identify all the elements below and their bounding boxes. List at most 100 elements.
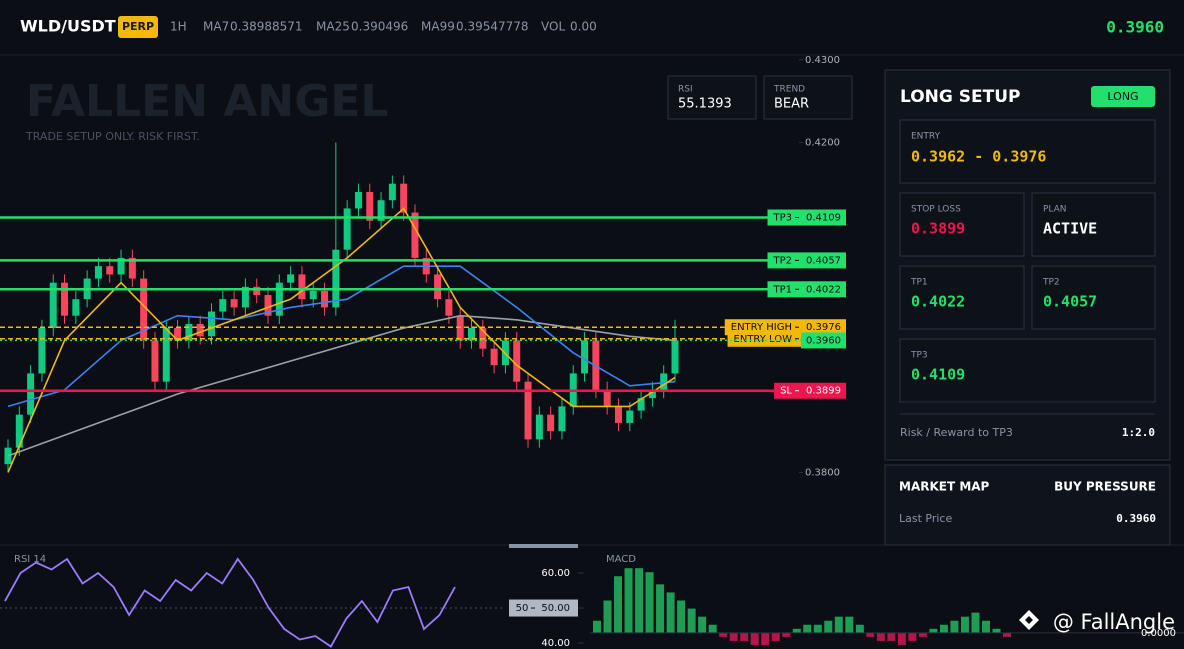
candle-body: [15, 414, 23, 448]
candle-body: [648, 389, 656, 399]
macd-bar: [845, 616, 854, 633]
brand-icon: [1019, 610, 1039, 630]
candle-body: [468, 328, 476, 341]
candle-body: [27, 373, 35, 415]
indicator-value: 0.39547778: [456, 20, 529, 34]
candle-body: [196, 323, 204, 337]
indicator-name: MA99: [421, 20, 455, 34]
badge-bg: [118, 16, 158, 38]
macd-bar: [908, 632, 917, 641]
macd-bar: [1003, 632, 1011, 637]
candle-body: [140, 278, 148, 341]
macd-bar: [929, 628, 938, 633]
macd-bar: [876, 632, 885, 641]
macd-bar: [992, 628, 1001, 633]
macd-bar: [981, 620, 990, 633]
market-label: Last Price: [899, 512, 952, 525]
macd-bar: [603, 600, 612, 633]
candle-body: [558, 406, 566, 432]
candle-body: [4, 447, 12, 465]
candle-body: [671, 340, 679, 374]
moving-average: [7, 314, 676, 457]
candle-body: [637, 398, 645, 411]
candle-body: [185, 323, 193, 341]
panel-title: LONG SETUP: [900, 87, 1021, 107]
watermark: @ FallAngle: [1053, 610, 1175, 634]
card: [899, 265, 1025, 330]
candle-body: [603, 389, 611, 407]
card: [1031, 192, 1156, 257]
macd-bar: [792, 628, 801, 633]
candle-body: [162, 328, 170, 382]
candle-body: [535, 414, 543, 440]
candle-body: [434, 274, 442, 300]
candle-body: [388, 183, 396, 201]
reference-box: [509, 599, 578, 617]
interval[interactable]: 1H: [170, 20, 187, 34]
macd-bar: [782, 632, 791, 637]
macd-bar: [803, 624, 812, 633]
stat-value: BEAR: [774, 97, 809, 112]
candle-body: [354, 191, 362, 209]
candle-body: [253, 286, 261, 296]
candle-body: [660, 373, 668, 390]
card-label: PLAN: [1043, 205, 1067, 215]
rr-value: 1:2.0: [1122, 426, 1155, 439]
card: [899, 338, 1156, 403]
macd-bar: [698, 616, 707, 633]
reference-label: 50: [516, 603, 529, 614]
macd-bar: [729, 632, 738, 641]
direction[interactable]: LONG: [1107, 90, 1138, 103]
last-price: 0.3960: [1106, 18, 1164, 37]
card-value: 0.4057: [1043, 293, 1097, 311]
card-label: TP1: [910, 278, 928, 288]
macd-bar: [950, 620, 959, 633]
candle-body: [275, 282, 283, 316]
candle-body: [366, 191, 374, 221]
candle-body: [264, 295, 272, 316]
indicator-value: 0.00: [570, 20, 597, 34]
macd-bar: [750, 632, 759, 645]
pane-title: MACD: [606, 554, 636, 565]
y-tick-label: 0.3800: [805, 467, 840, 478]
candle-body: [61, 282, 69, 316]
card-label: ENTRY: [911, 132, 941, 142]
macd-bar: [824, 620, 833, 633]
plot-layer: 0.4300 0.4200 0.3800 0.4109 TP3 0.4057 TP2 0.40…: [0, 56, 1184, 649]
stat-label: TREND: [773, 85, 805, 95]
y-tick-label: 50.00: [541, 603, 570, 614]
candle-body: [524, 381, 532, 440]
macd-bar: [761, 632, 770, 645]
card: [1031, 265, 1156, 330]
macd-bar: [708, 624, 717, 633]
card-value: 0.3962 - 0.3976: [911, 148, 1046, 166]
direction-button[interactable]: [1091, 86, 1155, 107]
indicator-value: 0.38988571: [230, 20, 303, 34]
badge: PERP: [122, 20, 154, 33]
macd-bar: [687, 608, 696, 633]
candle-body: [298, 274, 306, 300]
level-name: TP2: [772, 255, 792, 266]
card-value: 0.4109: [911, 366, 965, 384]
stat-value: 55.1393: [678, 97, 732, 112]
level-name: SL: [780, 386, 792, 397]
candle-body: [72, 299, 80, 316]
rsi-line: [4, 557, 456, 648]
level-name: TP1: [772, 284, 792, 295]
market-title: MARKET MAP: [899, 480, 990, 494]
macd-bar: [960, 616, 969, 633]
macd-bar: [897, 632, 906, 645]
macd-bar: [635, 568, 644, 633]
level-name: TP3: [772, 213, 792, 224]
candle-body: [343, 208, 351, 250]
candle-body: [547, 414, 555, 432]
candle-body: [49, 282, 57, 329]
candle-body: [128, 257, 136, 279]
candle-body: [513, 340, 521, 382]
candle-body: [241, 286, 249, 308]
card-label: TP2: [1042, 278, 1060, 288]
candle-body: [400, 183, 408, 213]
scroll-handle[interactable]: [509, 544, 578, 548]
candle-body: [287, 274, 295, 283]
